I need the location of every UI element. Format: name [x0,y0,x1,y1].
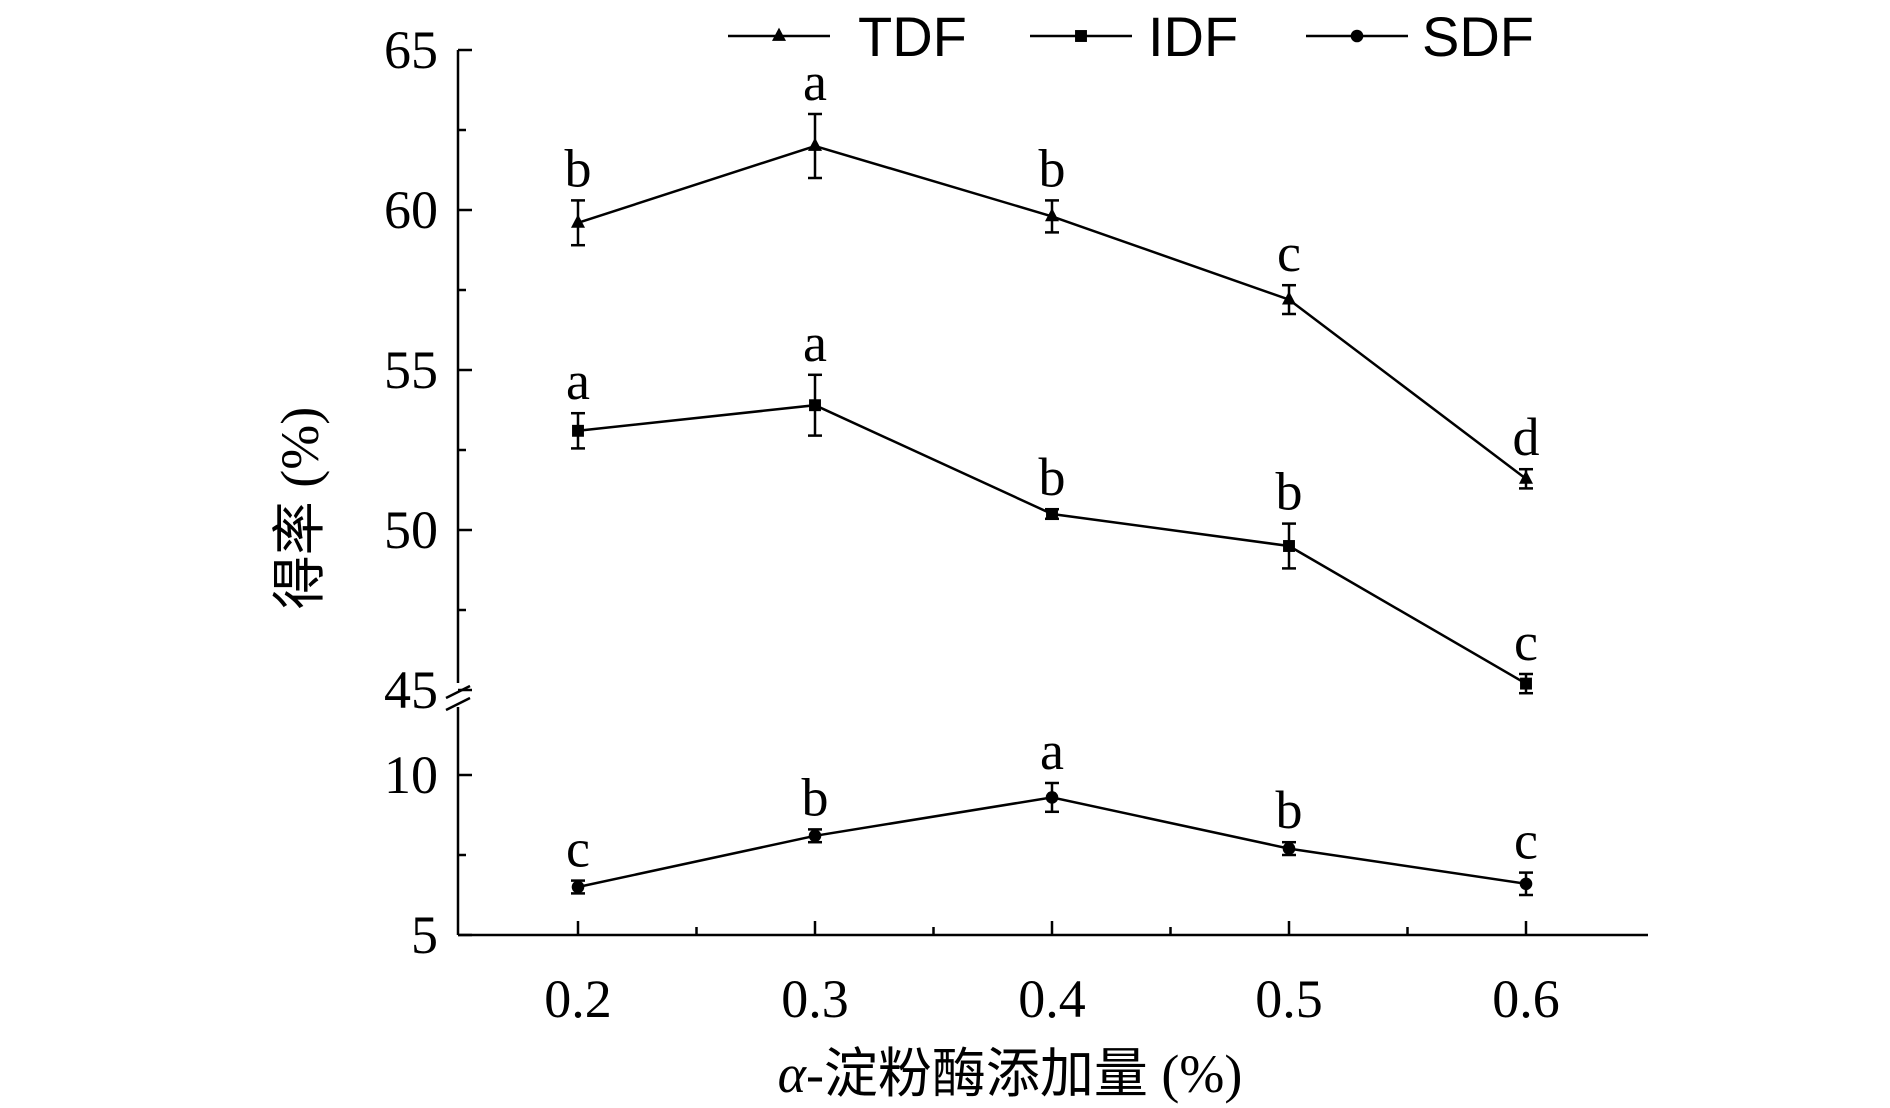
significance-label: b [802,767,829,827]
data-point [1045,208,1059,222]
significance-label: a [566,351,590,411]
legend-item-idf: IDF [1030,5,1238,68]
significance-label: b [1039,138,1066,198]
x-tick-label: 0.3 [781,969,849,1029]
data-point [809,399,821,412]
series-layer: b a b c d a a b b c c b a b c [565,52,1540,897]
significance-label: b [1039,447,1066,507]
significance-label: b [565,138,592,198]
x-axis-label: α-淀粉酶添加量 (%) [778,1044,1243,1104]
legend: TDF IDF SDF [728,5,1534,68]
data-point [1519,470,1533,484]
series-tdf: b a b c d [565,52,1540,490]
x-tick-label: 0.2 [544,969,612,1029]
axes: 45 50 55 60 65 5 10 0.2 0.3 0.4 0.5 0.6 [384,20,1648,1029]
y-tick-label: 50 [384,500,438,560]
legend-marker [772,27,786,41]
series-idf: a a b b c [566,313,1538,695]
x-tick-label: 0.6 [1492,969,1560,1029]
significance-label: a [803,313,827,373]
significance-label: b [1276,462,1303,522]
data-point [571,880,585,894]
significance-label: a [803,52,827,112]
x-axis-label-alpha: α [778,1044,808,1104]
data-point [808,829,822,843]
data-point [1283,540,1295,552]
series-sdf: c b a b c [566,721,1538,897]
legend-marker [1350,29,1364,43]
significance-label: c [1514,612,1538,672]
data-point [572,424,584,437]
legend-label: TDF [858,5,967,68]
y-tick-label: 65 [384,20,438,80]
legend-label: SDF [1422,5,1534,68]
significance-label: c [566,819,590,879]
legend-item-tdf: TDF [728,5,967,68]
y-tick-label: 10 [384,745,438,805]
data-point [1045,791,1059,804]
y-tick-label: 55 [384,340,438,400]
data-point [808,137,822,151]
x-tick-label: 0.4 [1018,969,1086,1029]
legend-marker [1075,30,1087,42]
significance-label: b [1276,780,1303,840]
y-tick-label: 45 [384,660,438,720]
axis-break-mark [445,684,471,700]
data-point [571,214,585,228]
significance-label: a [1040,721,1064,781]
x-tick-label: 0.5 [1255,969,1323,1029]
y-tick-label: 5 [411,905,438,965]
legend-item-sdf: SDF [1306,5,1534,68]
y-axis-label: 得率 (%) [270,407,330,609]
axis-break-mark [445,696,471,712]
data-point [1282,291,1296,305]
data-point [1282,842,1296,855]
x-axis-label-text: -淀粉酶添加量 (%) [806,1044,1242,1104]
data-point [1046,508,1058,520]
significance-label: d [1513,407,1540,467]
legend-label: IDF [1148,5,1238,68]
y-tick-label: 60 [384,180,438,240]
significance-label: c [1514,811,1538,871]
significance-label: c [1277,223,1301,283]
data-point [1520,677,1532,690]
data-point [1519,877,1533,891]
